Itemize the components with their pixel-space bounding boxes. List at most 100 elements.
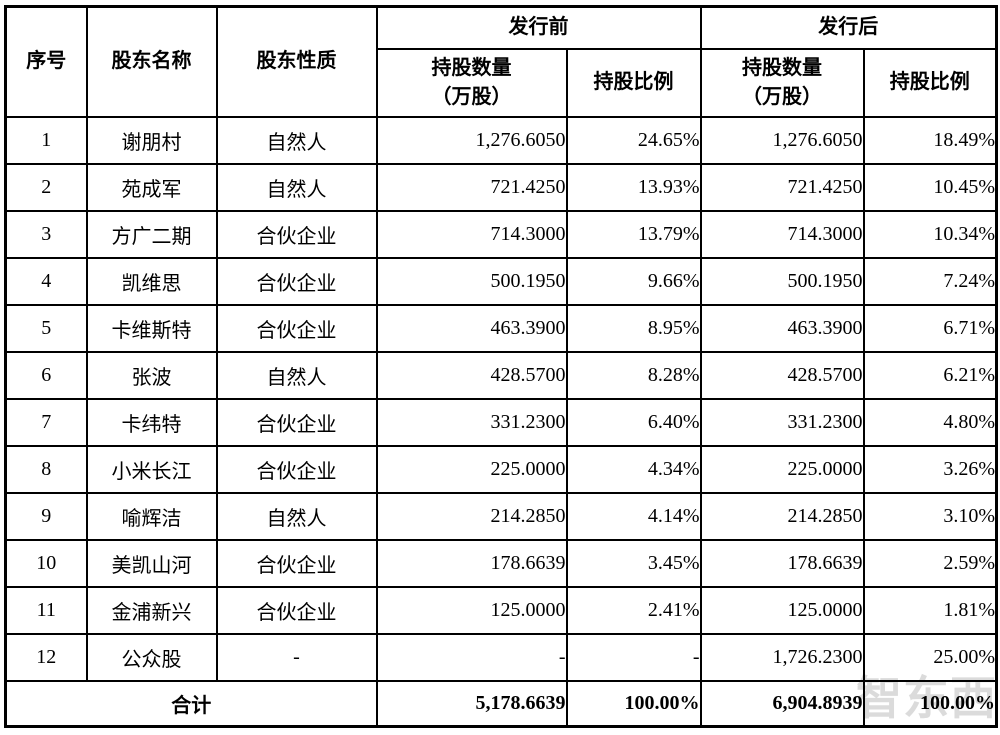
- cell-pre-shares: 721.4250: [375, 162, 568, 212]
- cell-post-shares: 428.5700: [699, 350, 865, 400]
- total-pre-pct: 100.00%: [565, 679, 702, 728]
- cell-nature: 合伙企业: [215, 256, 378, 306]
- header-pre-shares: 持股数量 （万股）: [375, 47, 568, 118]
- cell-name: 谢朋村: [85, 115, 218, 165]
- table-row: 6 张波 自然人 428.5700 8.28% 428.5700 6.21%: [4, 350, 998, 400]
- cell-pre-shares: 331.2300: [375, 397, 568, 447]
- table-row: 3 方广二期 合伙企业 714.3000 13.79% 714.3000 10.…: [4, 209, 998, 259]
- header-nature: 股东性质: [215, 5, 378, 118]
- header-post-shares: 持股数量 （万股）: [699, 47, 865, 118]
- cell-post-shares: 331.2300: [699, 397, 865, 447]
- cell-pre-pct: 13.93%: [565, 162, 702, 212]
- cell-name: 喻辉洁: [85, 491, 218, 541]
- cell-pre-pct: 24.65%: [565, 115, 702, 165]
- header-post-issue: 发行后: [699, 5, 998, 50]
- cell-name: 美凯山河: [85, 538, 218, 588]
- header-shares-line1: 持股数量: [431, 56, 512, 79]
- cell-no: 2: [4, 162, 88, 212]
- cell-post-pct: 7.24%: [862, 256, 998, 306]
- cell-no: 10: [4, 538, 88, 588]
- cell-post-shares: 1,726.2300: [699, 632, 865, 682]
- table-row: 4 凯维思 合伙企业 500.1950 9.66% 500.1950 7.24%: [4, 256, 998, 306]
- cell-no: 11: [4, 585, 88, 635]
- cell-nature: -: [215, 632, 378, 682]
- cell-no: 1: [4, 115, 88, 165]
- cell-pre-pct: 8.95%: [565, 303, 702, 353]
- cell-name: 卡纬特: [85, 397, 218, 447]
- cell-post-pct: 6.21%: [862, 350, 998, 400]
- cell-pre-shares: 1,276.6050: [375, 115, 568, 165]
- cell-post-pct: 18.49%: [862, 115, 998, 165]
- header-no: 序号: [4, 5, 88, 118]
- cell-no: 3: [4, 209, 88, 259]
- table-header: 序号 股东名称 股东性质 发行前 发行后 持股数量 （万股） 持股比例 持股数量 （…: [4, 5, 998, 118]
- cell-nature: 自然人: [215, 350, 378, 400]
- cell-nature: 合伙企业: [215, 538, 378, 588]
- cell-nature: 自然人: [215, 491, 378, 541]
- cell-pre-shares: 500.1950: [375, 256, 568, 306]
- cell-post-pct: 25.00%: [862, 632, 998, 682]
- cell-pre-pct: 6.40%: [565, 397, 702, 447]
- cell-post-pct: 3.26%: [862, 444, 998, 494]
- cell-no: 8: [4, 444, 88, 494]
- table-row: 5 卡维斯特 合伙企业 463.3900 8.95% 463.3900 6.71…: [4, 303, 998, 353]
- header-name: 股东名称: [85, 5, 218, 118]
- cell-name: 张波: [85, 350, 218, 400]
- header-row-group: 序号 股东名称 股东性质 发行前 发行后: [4, 5, 998, 118]
- total-post-shares: 6,904.8939: [699, 679, 865, 728]
- cell-post-pct: 1.81%: [862, 585, 998, 635]
- total-post-pct: 100.00%: [862, 679, 998, 728]
- cell-post-pct: 6.71%: [862, 303, 998, 353]
- cell-name: 公众股: [85, 632, 218, 682]
- cell-pre-pct: 13.79%: [565, 209, 702, 259]
- cell-pre-shares: 214.2850: [375, 491, 568, 541]
- cell-post-shares: 714.3000: [699, 209, 865, 259]
- cell-post-shares: 214.2850: [699, 491, 865, 541]
- table-row: 1 谢朋村 自然人 1,276.6050 24.65% 1,276.6050 1…: [4, 115, 998, 165]
- cell-pre-pct: 9.66%: [565, 256, 702, 306]
- cell-nature: 合伙企业: [215, 397, 378, 447]
- cell-name: 金浦新兴: [85, 585, 218, 635]
- header-shares-line2: （万股）: [431, 85, 512, 108]
- cell-pre-shares: -: [375, 632, 568, 682]
- cell-post-pct: 4.80%: [862, 397, 998, 447]
- cell-nature: 合伙企业: [215, 585, 378, 635]
- table-row: 10 美凯山河 合伙企业 178.6639 3.45% 178.6639 2.5…: [4, 538, 998, 588]
- cell-pre-shares: 178.6639: [375, 538, 568, 588]
- cell-pre-pct: 3.45%: [565, 538, 702, 588]
- table-row: 8 小米长江 合伙企业 225.0000 4.34% 225.0000 3.26…: [4, 444, 998, 494]
- cell-post-shares: 225.0000: [699, 444, 865, 494]
- cell-no: 4: [4, 256, 88, 306]
- cell-post-shares: 1,276.6050: [699, 115, 865, 165]
- table-row: 11 金浦新兴 合伙企业 125.0000 2.41% 125.0000 1.8…: [4, 585, 998, 635]
- cell-no: 7: [4, 397, 88, 447]
- total-row: 合计 5,178.6639 100.00% 6,904.8939 100.00%: [4, 679, 998, 728]
- cell-pre-shares: 463.3900: [375, 303, 568, 353]
- total-label: 合计: [4, 679, 378, 728]
- table-row: 12 公众股 - - - 1,726.2300 25.00%: [4, 632, 998, 682]
- header-shares-line1: 持股数量: [742, 56, 822, 79]
- cell-nature: 自然人: [215, 162, 378, 212]
- shareholder-table: 序号 股东名称 股东性质 发行前 发行后 持股数量 （万股） 持股比例 持股数量 （…: [4, 5, 998, 728]
- header-pre-ratio: 持股比例: [565, 47, 702, 118]
- cell-nature: 自然人: [215, 115, 378, 165]
- cell-no: 9: [4, 491, 88, 541]
- cell-pre-shares: 225.0000: [375, 444, 568, 494]
- cell-post-pct: 3.10%: [862, 491, 998, 541]
- cell-post-pct: 10.45%: [862, 162, 998, 212]
- cell-post-shares: 721.4250: [699, 162, 865, 212]
- cell-post-shares: 125.0000: [699, 585, 865, 635]
- cell-pre-pct: 4.34%: [565, 444, 702, 494]
- cell-name: 苑成军: [85, 162, 218, 212]
- cell-post-shares: 500.1950: [699, 256, 865, 306]
- cell-name: 凯维思: [85, 256, 218, 306]
- cell-name: 方广二期: [85, 209, 218, 259]
- cell-name: 卡维斯特: [85, 303, 218, 353]
- cell-pre-pct: -: [565, 632, 702, 682]
- cell-pre-pct: 8.28%: [565, 350, 702, 400]
- cell-pre-shares: 428.5700: [375, 350, 568, 400]
- cell-pre-shares: 714.3000: [375, 209, 568, 259]
- table-row: 2 苑成军 自然人 721.4250 13.93% 721.4250 10.45…: [4, 162, 998, 212]
- header-shares-line2: （万股）: [742, 85, 822, 108]
- table-row: 7 卡纬特 合伙企业 331.2300 6.40% 331.2300 4.80%: [4, 397, 998, 447]
